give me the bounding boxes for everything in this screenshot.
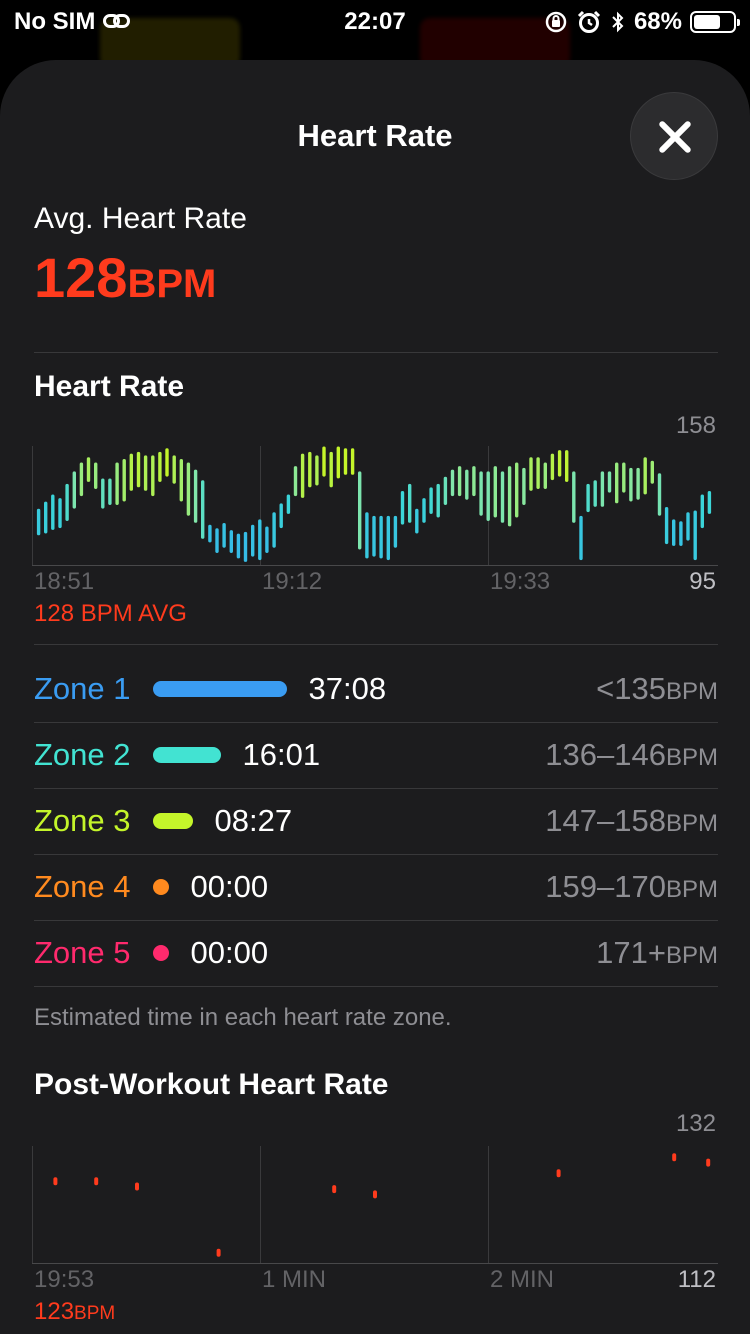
hr-chart-avg-label: 128 BPM AVG [34,600,187,627]
zone-divider [34,854,718,855]
zone-row: Zone 3 08:27 147–158BPM [34,788,718,854]
zone-row: Zone 1 37:08 <135BPM [34,656,718,722]
post-workout-point [706,1158,711,1167]
zone-divider [34,722,718,723]
heart-rate-chart-title: Heart Rate [34,370,185,403]
zone-time: 37:08 [308,671,387,706]
post-chart-tick-label: 19:53 [34,1266,95,1293]
post-chart-tick-label: 2 MIN [490,1266,555,1293]
post-workout-point [373,1190,377,1199]
divider [34,644,718,645]
post-workout-point [672,1153,677,1162]
hr-chart-tick-label: 19:33 [490,568,551,595]
close-button[interactable] [630,92,718,180]
hr-chart-tick-label: 19:12 [262,568,323,595]
status-bar: No SIM 22:07 68% [0,0,750,44]
post-workout-point [135,1182,139,1191]
heart-rate-chart [32,446,718,566]
zone-name: Zone 3 [34,803,131,838]
zone-range-unit: BPM [665,876,718,903]
bluetooth-icon [612,11,624,33]
avg-heart-rate-unit: BPM [127,262,217,306]
zone-range-value: 159–170 [545,869,666,904]
zone-range: <135BPM [596,671,718,707]
background-workout-view [40,18,710,78]
heart-rate-sheet: Heart Rate Avg. Heart Rate 128BPM Heart … [0,60,750,1334]
divider [34,352,718,353]
zone-time: 00:00 [190,935,269,970]
post-workout-chart-title: Post-Workout Heart Rate [34,1068,389,1101]
zone-range: 147–158BPM [545,803,718,839]
zone-name: Zone 2 [34,737,131,772]
zone-range-value: 147–158 [545,803,666,838]
zone-range-unit: BPM [665,942,718,969]
zone-range-value: 136–146 [545,737,666,772]
zone-duration-dot [152,945,169,961]
orientation-lock-icon [545,11,567,33]
zone-row: Zone 4 00:00 159–170BPM [34,854,718,920]
post-chart-max-label: 132 [675,1110,716,1137]
zone-divider [34,920,718,921]
avg-heart-rate-number: 128 [34,246,128,309]
zone-divider [34,986,718,987]
zone-time: 08:27 [214,803,293,838]
battery-icon [690,11,740,33]
zones-note: Estimated time in each heart rate zone. [34,1004,452,1031]
post-workout-point [556,1169,561,1178]
post-chart-current-number: 123 [34,1298,75,1325]
zone-time: 16:01 [242,737,321,772]
zone-range-unit: BPM [665,810,718,837]
hr-chart-tick-label: 18:51 [34,568,95,595]
avg-heart-rate-value: 128BPM [34,248,216,314]
post-chart-tick-label: 1 MIN [262,1266,327,1293]
post-workout-point [332,1185,337,1194]
zone-range: 171+BPM [596,935,718,971]
zone-range-unit: BPM [665,678,718,705]
carrier-label: No SIM [14,8,96,35]
zone-name: Zone 5 [34,935,131,970]
hr-chart-min-label: 95 [689,568,716,595]
sheet-title: Heart Rate [297,118,453,153]
battery-percent: 68% [633,8,682,35]
zone-time: 00:00 [190,869,269,904]
post-workout-point [53,1177,58,1186]
zone-range: 136–146BPM [545,737,718,773]
battery-level [694,15,720,29]
post-workout-point [216,1248,221,1257]
zone-duration-bar [152,747,221,763]
zone-divider [34,788,718,789]
zone-range: 159–170BPM [545,869,718,905]
zone-name: Zone 4 [34,869,131,904]
hr-chart-max-label: 158 [675,412,716,439]
zone-range-unit: BPM [665,744,718,771]
post-workout-chart [32,1146,718,1264]
post-chart-min-label: 112 [677,1266,716,1293]
zone-duration-bar [152,813,193,829]
zone-range-value: <135 [596,671,666,706]
zone-duration-dot [152,879,169,895]
alarm-icon [577,10,601,33]
post-chart-current-unit: BPM [74,1303,116,1324]
zone-row: Zone 5 00:00 171+BPM [34,920,718,986]
zone-range-value: 171+ [596,935,666,970]
post-chart-current-value: 123BPM [34,1298,115,1326]
zone-duration-bar [152,681,287,697]
personal-hotspot-icon [103,14,131,30]
zone-name: Zone 1 [34,671,131,706]
zone-row: Zone 2 16:01 136–146BPM [34,722,718,788]
post-workout-point [94,1177,99,1186]
avg-heart-rate-label: Avg. Heart Rate [34,202,247,235]
